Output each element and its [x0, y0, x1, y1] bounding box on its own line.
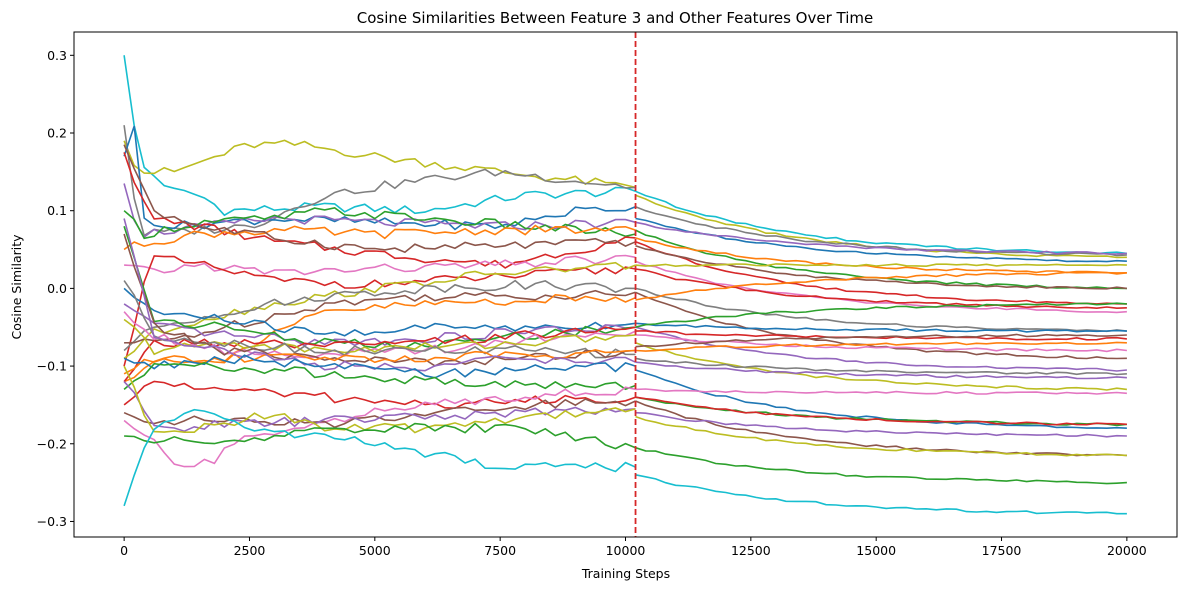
series-line-post — [635, 400, 1127, 457]
x-tick-label: 0 — [120, 543, 128, 558]
x-tick-label: 2500 — [234, 543, 266, 558]
series-line — [123, 408, 636, 507]
series-line-post — [635, 369, 1127, 430]
series-line-post — [635, 342, 1127, 391]
series-line — [123, 354, 636, 379]
series-line-post — [635, 263, 1127, 268]
series-line — [123, 139, 636, 189]
series-line — [123, 206, 636, 240]
series-line-post — [635, 271, 1127, 301]
y-tick-label: 0.2 — [47, 126, 67, 141]
series-line — [123, 361, 636, 391]
series-group — [123, 55, 1127, 515]
y-axis-label: Cosine Similarity — [9, 234, 24, 340]
x-tick-label: 15000 — [856, 543, 896, 558]
x-tick-label: 12500 — [731, 543, 771, 558]
series-line-post — [635, 411, 1127, 438]
series-line — [123, 303, 636, 347]
series-line — [123, 261, 636, 359]
y-tick-label: −0.3 — [37, 514, 67, 529]
series-line-post — [635, 329, 1127, 341]
series-line-post — [635, 396, 1127, 426]
series-line-post — [635, 241, 1127, 305]
series-line-post — [635, 388, 1127, 395]
series-line-post — [635, 244, 1127, 290]
series-line — [124, 422, 636, 450]
series-line-post — [635, 206, 1127, 257]
series-line-post — [635, 357, 1127, 376]
series-line-post — [635, 229, 1127, 290]
series-line — [123, 225, 636, 349]
series-line — [123, 318, 636, 356]
series-line-post — [635, 474, 1127, 515]
series-line — [123, 152, 636, 269]
y-tick-label: 0.1 — [47, 203, 67, 218]
y-tick-label: 0.3 — [47, 48, 67, 63]
series-line — [123, 365, 636, 434]
series-line — [123, 255, 636, 367]
series-line — [123, 144, 636, 254]
series-line — [123, 125, 636, 237]
series-line — [123, 218, 636, 372]
series-line — [123, 55, 636, 217]
x-tick-label: 20000 — [1107, 543, 1147, 558]
series-line-post — [635, 341, 1127, 352]
series-line-post — [635, 268, 1127, 310]
series-line — [123, 280, 636, 359]
y-tick-label: −0.2 — [37, 436, 67, 451]
series-line-post — [635, 237, 1127, 275]
series-line — [124, 289, 636, 344]
series-line — [124, 254, 636, 276]
series-line-post — [635, 287, 1127, 333]
series-line — [123, 224, 636, 251]
series-line-post — [635, 190, 1127, 255]
y-axis-ticks: −0.3 −0.2 −0.1 0.0 0.1 0.2 0.3 — [37, 48, 74, 529]
y-tick-label: −0.1 — [37, 359, 67, 374]
series-line-post — [635, 361, 1127, 380]
x-axis-ticks: 0 2500 5000 7500 10000 12500 15000 17500 20000 — [120, 537, 1147, 558]
series-line-post — [635, 322, 1127, 333]
series-line-post — [635, 221, 1127, 255]
chart-title: Cosine Similarities Between Feature 3 an… — [357, 9, 874, 27]
series-line — [123, 183, 636, 239]
series-line-post — [635, 302, 1127, 328]
series-line — [123, 326, 636, 383]
x-tick-label: 10000 — [606, 543, 646, 558]
y-tick-label: 0.0 — [47, 281, 67, 296]
x-tick-label: 7500 — [484, 543, 516, 558]
series-line — [123, 125, 636, 231]
series-line — [123, 380, 636, 410]
series-line — [123, 287, 636, 337]
x-tick-label: 5000 — [359, 543, 391, 558]
series-line — [123, 398, 636, 429]
series-line — [123, 279, 636, 352]
series-line — [123, 386, 636, 468]
x-axis-label: Training Steps — [581, 566, 670, 581]
series-line-post — [635, 415, 1127, 457]
series-line-post — [635, 446, 1127, 485]
series-line-post — [635, 326, 1127, 372]
series-line-post — [635, 333, 1127, 348]
series-line-post — [635, 260, 1127, 314]
x-tick-label: 17500 — [982, 543, 1022, 558]
